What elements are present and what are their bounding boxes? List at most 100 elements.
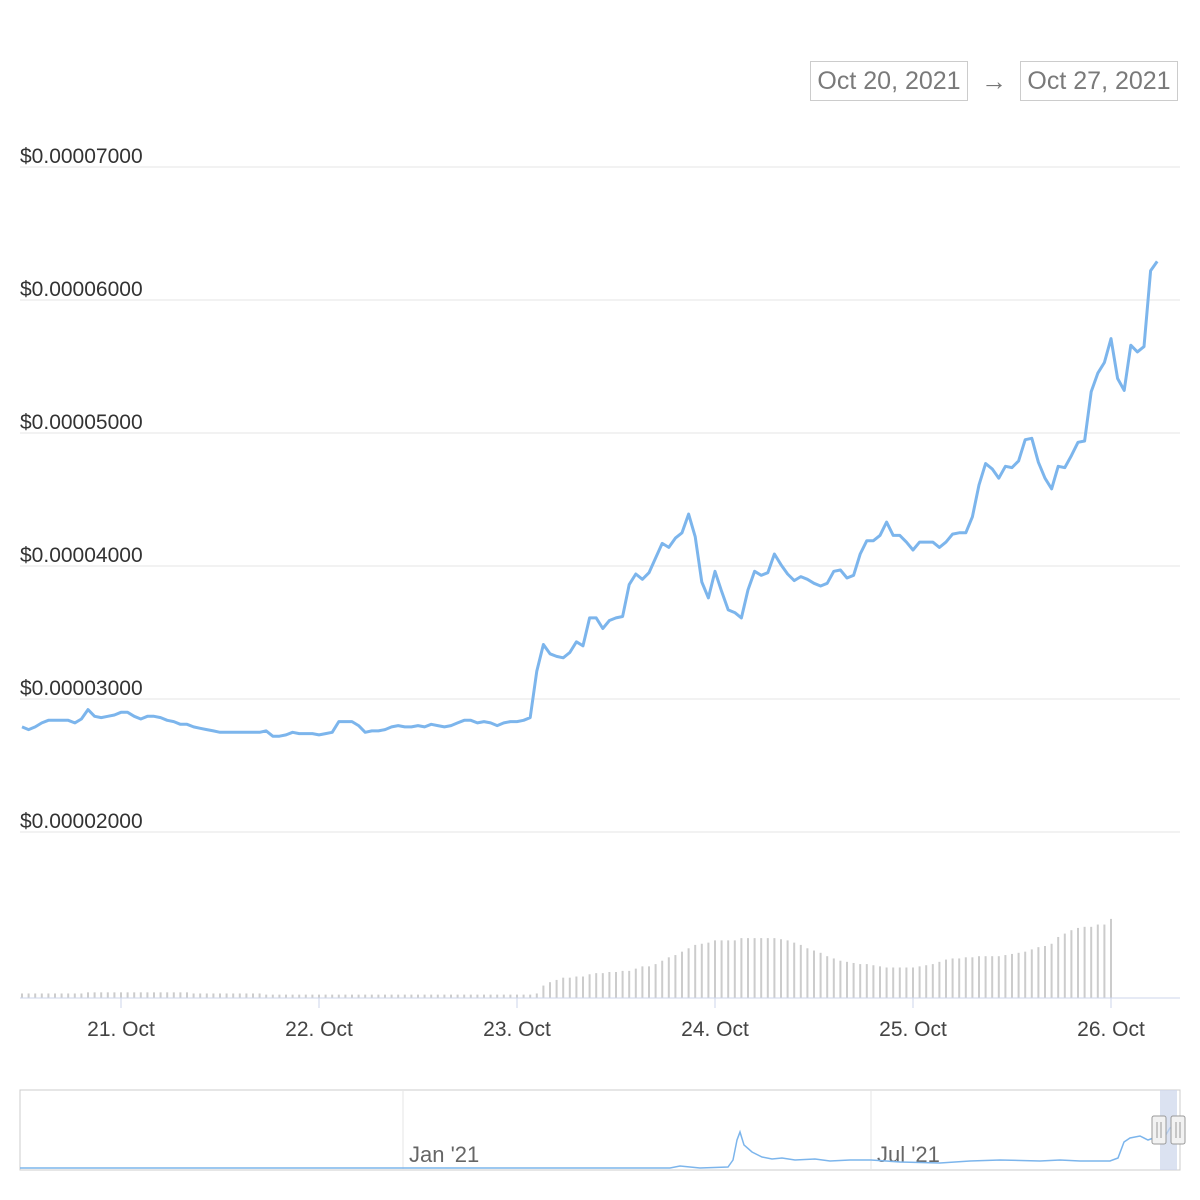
volume-bar [166,992,169,998]
volume-bar [773,938,776,998]
volume-bar [813,950,815,998]
volume-bar [641,966,644,998]
volume-bar [27,993,30,998]
price-series-line[interactable] [21,260,1159,738]
volume-bar [192,993,195,998]
volume-bar [885,967,888,998]
x-tick-label: 22. Oct [285,1018,353,1041]
volume-bar [344,994,347,998]
volume-bar [153,992,155,998]
volume-bar [403,994,406,998]
volume-bar [1017,952,1020,998]
date-to-input[interactable]: Oct 27, 2021 [1020,61,1178,101]
volume-bar [364,994,367,998]
volume-bar [865,964,868,998]
volume-bar [568,977,571,998]
volume-bar [370,994,373,998]
volume-bar [793,942,796,998]
volume-bar [714,940,716,998]
volume-bar [700,943,703,998]
volume-bar [34,993,37,998]
volume-bar [397,994,400,998]
volume-bar [971,957,974,998]
volume-bar [727,940,730,998]
volume-bar [1096,924,1099,998]
volume-bar [443,994,446,998]
volume-bar [47,993,50,998]
volume-bar [555,979,558,998]
volume-bar [199,993,202,998]
navigator-handle-right[interactable] [1170,1115,1186,1145]
volume-bar [654,964,657,998]
date-from-input[interactable]: Oct 20, 2021 [810,61,968,101]
volume-bar [595,973,598,998]
volume-bar [694,944,697,998]
volume-bar [945,959,947,998]
volume-bar [832,958,835,998]
volume-bar [912,967,914,998]
volume-bar [139,992,142,998]
navigator-handle-left[interactable] [1151,1115,1167,1145]
y-tick-label: $0.00003000 [20,677,143,700]
volume-bar [1063,933,1066,998]
y-tick-label: $0.00005000 [20,411,143,434]
volume-bar [648,966,650,998]
volume-bar [780,939,782,998]
x-axis-ticks: 21. Oct 22. Oct 23. Oct 24. Oct 25. Oct 26. O… [87,998,1145,1041]
volume-bar [159,992,162,998]
volume-bar [549,982,551,998]
volume-bar [436,994,439,998]
volume-bar [931,964,934,998]
volume-bar [60,993,63,998]
volume-bar [476,994,479,998]
volume-bar [1057,936,1060,998]
volume-bar [225,993,228,998]
volume-bar [542,985,545,998]
volume-bar [357,994,360,998]
navigator-selected-range[interactable] [1160,1090,1177,1170]
volume-bar [126,992,129,998]
x-tick-label: 25. Oct [879,1018,947,1041]
volume-bar [615,972,617,998]
volume-bar [905,967,908,998]
volume-bar [1050,943,1053,998]
volume-bar [496,994,499,998]
volume-bar [991,956,994,998]
volume-bar [93,992,96,998]
volume-bar [997,956,1000,998]
volume-bar [232,993,235,998]
volume-bar [384,994,386,998]
volume-bar [40,993,43,998]
volume-bar [681,951,683,998]
volume-bar [799,944,802,998]
volume-bar [423,994,426,998]
volume-bar [964,957,967,998]
volume-bar [786,940,789,998]
y-gridlines [20,166,1180,833]
volume-bar [621,970,624,998]
volume-bar [529,994,532,998]
range-arrow-icon: → [981,66,1007,96]
volume-bar [430,994,433,998]
volume-bar [958,958,961,998]
volume-bar [516,994,518,998]
volume-bar [252,993,254,998]
x-tick-label: 26. Oct [1077,1018,1145,1041]
volume-bar [87,992,89,998]
volume-bar [456,994,459,998]
volume-bar [113,992,116,998]
volume-bar [806,948,809,998]
volume-bar [450,994,452,998]
volume-bar [601,973,604,998]
volume-bar [489,994,492,998]
volume-bar [1077,927,1079,998]
volume-bar [846,961,848,998]
volume-bar [667,957,670,998]
volume-bar [766,938,769,998]
volume-bar [285,994,287,998]
volume-bar [826,956,829,998]
volume-bar [238,993,241,998]
navigator[interactable]: Jan '21 Jul '21 [19,1089,1186,1171]
volume-bar [186,992,188,998]
volume-bar [1044,946,1046,998]
